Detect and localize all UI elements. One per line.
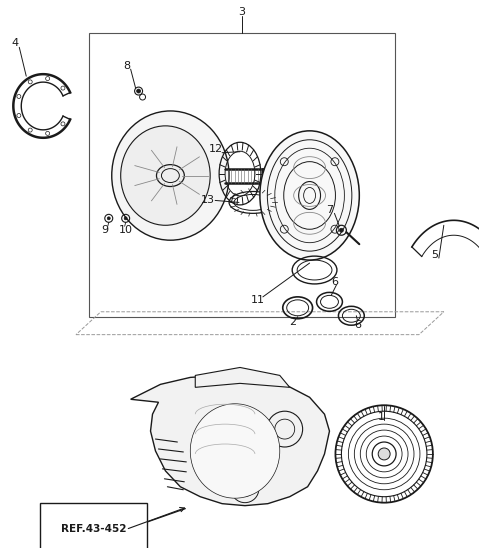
Circle shape — [137, 89, 141, 93]
Text: 3: 3 — [239, 7, 245, 16]
Circle shape — [339, 229, 343, 232]
Ellipse shape — [120, 126, 210, 225]
Polygon shape — [131, 375, 329, 506]
Text: 4: 4 — [12, 38, 19, 48]
Text: 11: 11 — [251, 295, 265, 305]
Text: 12: 12 — [209, 144, 223, 154]
Text: 6: 6 — [354, 319, 361, 330]
Circle shape — [124, 217, 127, 220]
Text: 7: 7 — [326, 206, 333, 215]
Text: REF.43-452: REF.43-452 — [61, 523, 127, 534]
Bar — [89, 33, 395, 317]
Text: 9: 9 — [101, 225, 108, 235]
Text: 8: 8 — [123, 61, 130, 71]
Text: 10: 10 — [119, 225, 132, 235]
Circle shape — [378, 448, 390, 460]
Text: 2: 2 — [289, 317, 296, 327]
Text: 1: 1 — [378, 412, 384, 422]
Ellipse shape — [190, 404, 280, 498]
Text: 13: 13 — [201, 196, 215, 206]
Text: 6: 6 — [331, 277, 338, 287]
Ellipse shape — [260, 131, 360, 260]
Circle shape — [107, 217, 110, 220]
Polygon shape — [195, 368, 290, 387]
Ellipse shape — [112, 111, 229, 240]
Text: 5: 5 — [432, 250, 438, 260]
